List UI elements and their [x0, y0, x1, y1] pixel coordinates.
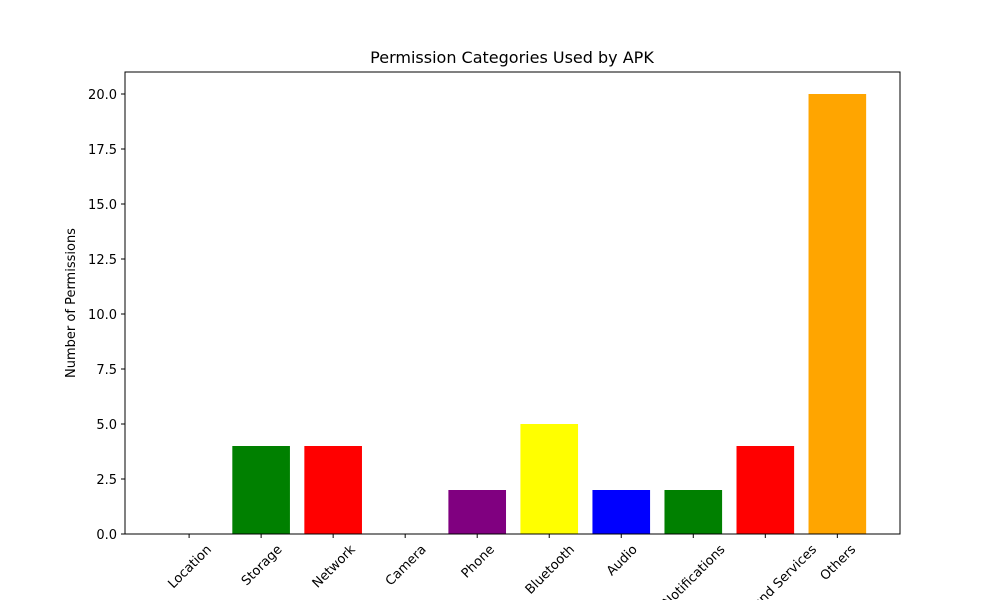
- x-tick-label: Audio: [604, 542, 641, 579]
- y-tick-label: 15.0: [88, 198, 117, 213]
- y-tick-label: 7.5: [96, 363, 117, 378]
- x-tick-label: Storage: [239, 542, 286, 589]
- x-tick-label: Others: [818, 542, 860, 584]
- y-tick-label: 2.5: [96, 473, 117, 488]
- bar: [664, 490, 723, 534]
- bar: [808, 94, 867, 534]
- bar: [520, 424, 579, 534]
- y-tick-label: 12.5: [88, 253, 117, 268]
- y-tick-label: 10.0: [88, 308, 117, 323]
- x-tick-label: Network: [310, 542, 359, 591]
- chart-title: Permission Categories Used by APK: [370, 48, 654, 67]
- y-tick-label: 20.0: [88, 88, 117, 103]
- x-tick-label: Location: [165, 542, 214, 591]
- bar: [448, 490, 507, 534]
- x-tick-label: Phone: [459, 542, 498, 581]
- plot-frame: [124, 71, 901, 535]
- bar: [304, 446, 362, 534]
- y-tick-label: 5.0: [96, 418, 117, 433]
- y-tick-label: 17.5: [88, 143, 117, 158]
- x-tick-label: Bluetooth: [523, 542, 578, 597]
- bar: [592, 490, 651, 534]
- x-tick-label: Notifications: [660, 542, 728, 600]
- bar: [232, 446, 290, 534]
- bar: [736, 446, 795, 534]
- x-tick-label: Background Services: [713, 542, 820, 600]
- y-tick-label: 0.0: [96, 528, 117, 543]
- x-tick-label: Camera: [383, 542, 430, 589]
- y-axis-label: Number of Permissions: [64, 228, 79, 378]
